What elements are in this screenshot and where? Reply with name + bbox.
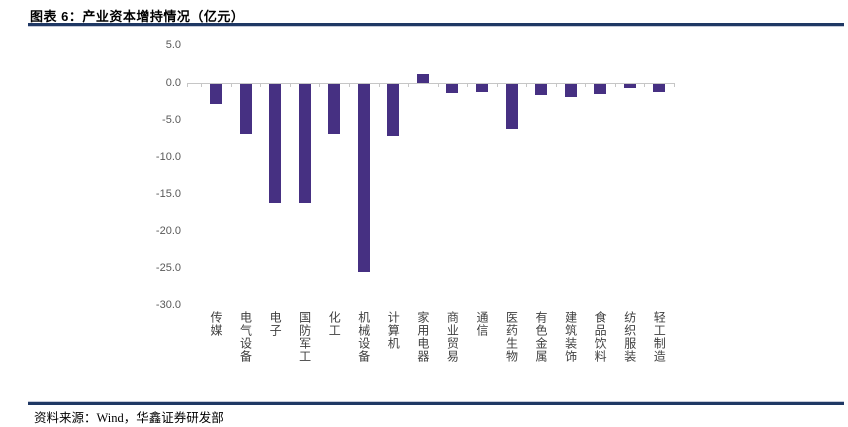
- x-axis-tick: [201, 84, 202, 87]
- bar: [328, 84, 341, 135]
- x-axis-label: 电气设备: [238, 311, 253, 363]
- bar: [653, 84, 666, 93]
- x-axis-tick: [585, 84, 586, 87]
- bar: [535, 84, 548, 96]
- x-axis-label: 轻工制造: [652, 311, 667, 363]
- x-axis-tick: [290, 84, 291, 87]
- x-axis-tick: [615, 84, 616, 87]
- x-axis-tick: [379, 84, 380, 87]
- x-axis-tick: [438, 84, 439, 87]
- y-axis-label: -5.0: [162, 113, 181, 126]
- y-axis-label: -25.0: [155, 262, 181, 274]
- x-axis-label: 食品饮料: [593, 311, 608, 363]
- bar: [357, 84, 370, 273]
- x-axis-tick: [467, 84, 468, 87]
- x-axis-label: 化工: [327, 311, 342, 337]
- footer-rule-light-line: [28, 401, 844, 402]
- x-axis-tick: [644, 84, 645, 87]
- bar: [239, 84, 252, 134]
- title-rule: [28, 23, 844, 27]
- x-axis-label: 家用电器: [415, 311, 430, 363]
- bar: [446, 84, 459, 93]
- y-axis-label: -15.0: [155, 187, 181, 200]
- figure-title: 图表 6：产业资本增持情况（亿元）: [30, 9, 245, 24]
- source-note: 资料来源：Wind，华鑫证券研发部: [34, 411, 224, 425]
- y-axis-label: 5.0: [165, 39, 181, 52]
- footer-rule: [28, 401, 844, 405]
- bar: [387, 84, 400, 136]
- bar: [475, 84, 488, 93]
- x-axis-label: 国防军工: [297, 311, 312, 363]
- x-axis-tick: [231, 84, 232, 87]
- x-axis-label: 通信: [474, 311, 489, 337]
- x-axis-tick: [187, 84, 188, 87]
- x-axis-tick: [260, 84, 261, 87]
- bar: [564, 84, 577, 98]
- y-axis-label: -30.0: [155, 299, 181, 312]
- x-axis-tick: [349, 84, 350, 87]
- x-axis-label: 建筑装饰: [563, 311, 578, 363]
- bar: [505, 84, 518, 130]
- x-axis-label: 电子: [268, 311, 283, 337]
- x-axis-line: [187, 83, 675, 84]
- bar: [210, 84, 222, 105]
- y-axis-label: 0.0: [165, 76, 181, 89]
- bar-chart: 5.0 0.0 -5.0 -10.0 -15.0 -20.0 -25.0 -30.0 传媒 电气设…: [155, 39, 675, 363]
- x-axis-tick: [526, 84, 527, 87]
- title-rule-navy-line: [28, 23, 844, 26]
- x-axis-label: 计算机: [386, 311, 401, 350]
- x-axis-label: 有色金属: [534, 311, 549, 363]
- x-axis-tick: [497, 84, 498, 87]
- bar: [623, 84, 636, 88]
- bar: [594, 84, 607, 95]
- x-axis-label: 纺织服装: [622, 311, 637, 363]
- x-axis-label: 商业贸易: [445, 311, 460, 363]
- bar: [298, 84, 311, 203]
- x-axis-tick: [408, 84, 409, 87]
- footer-rule-navy-line: [28, 402, 844, 405]
- x-axis-tick: [319, 84, 320, 87]
- title-rule-light-line: [28, 26, 844, 27]
- x-axis-label: 医药生物: [504, 311, 519, 363]
- x-axis-label: 机械设备: [356, 311, 371, 363]
- bar: [269, 84, 282, 203]
- y-axis-label: -20.0: [155, 224, 181, 237]
- bar: [416, 74, 429, 83]
- x-axis-label: 传媒: [209, 311, 223, 337]
- y-axis-label: -10.0: [155, 150, 181, 163]
- x-axis-tick: [556, 84, 557, 87]
- x-axis-tick: [674, 84, 675, 87]
